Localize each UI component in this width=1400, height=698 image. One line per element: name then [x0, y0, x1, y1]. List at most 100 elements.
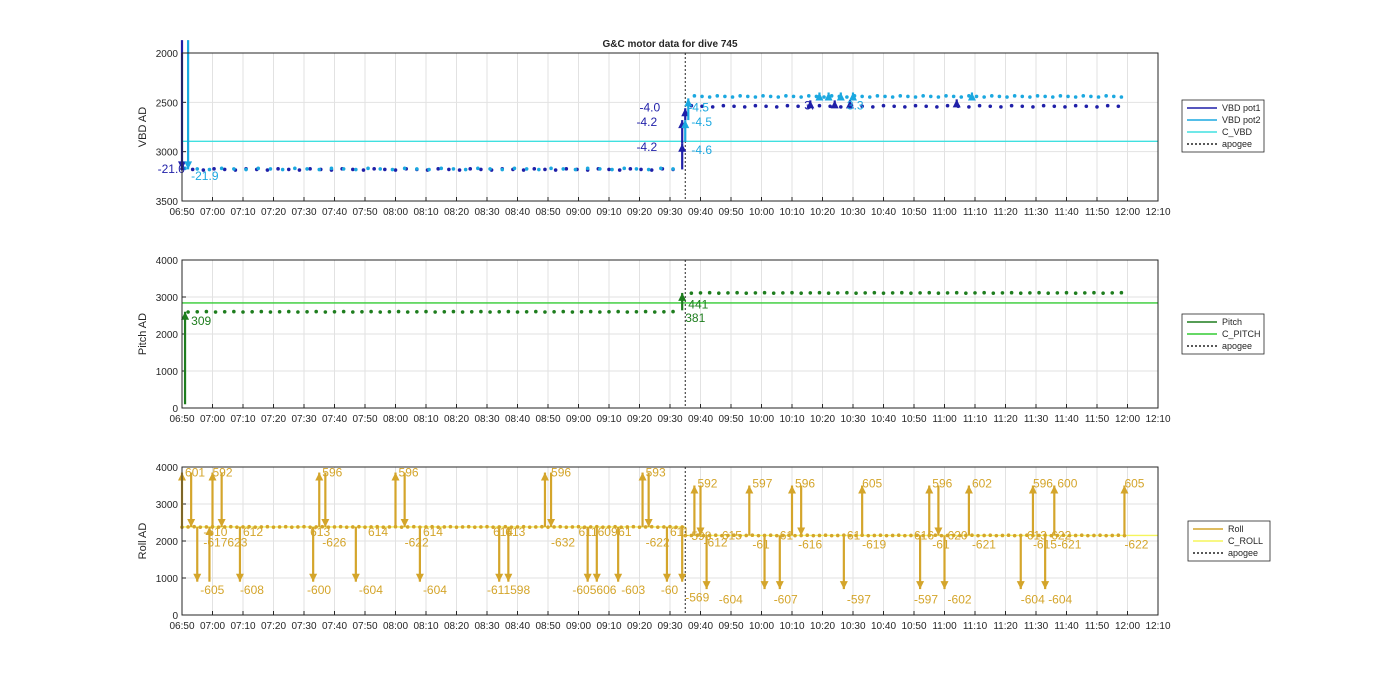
data-label: -603	[621, 583, 645, 597]
point-vbd-pot2	[822, 95, 826, 99]
point-vbd-pot1	[988, 104, 993, 109]
point-pitch	[1009, 290, 1014, 295]
point-vbd-pot2	[768, 94, 773, 99]
point-vbd-pot1	[1020, 104, 1025, 109]
x-tick-label: 11:50	[1085, 207, 1110, 218]
x-tick-label: 08:40	[505, 621, 530, 632]
point-pitch	[717, 291, 721, 295]
move-arrowhead	[391, 472, 400, 481]
point-pitch	[662, 310, 666, 314]
legend-label: apogee	[1222, 341, 1252, 351]
x-tick-label: 08:40	[505, 207, 530, 218]
point-pitch	[424, 309, 428, 314]
data-label: -615	[1033, 538, 1057, 552]
point-vbd-pot2	[305, 167, 309, 171]
point-roll	[662, 525, 666, 529]
x-tick-label: 10:40	[871, 621, 896, 632]
point-pitch	[1101, 291, 1105, 295]
point-vbd-pot1	[436, 167, 441, 171]
data-label: -4.5	[688, 100, 709, 114]
point-vbd-pot2	[860, 94, 864, 99]
x-tick-label: 11:30	[1024, 621, 1049, 632]
point-roll	[817, 533, 822, 538]
point-roll	[896, 533, 901, 538]
move-arrowhead	[504, 573, 513, 582]
point-pitch	[561, 309, 566, 314]
point-pitch	[259, 309, 264, 314]
move-arrowhead	[181, 311, 190, 320]
move-arrowhead	[644, 518, 653, 527]
y-axis-label: Roll AD	[137, 523, 149, 560]
x-tick-label: 08:00	[383, 621, 408, 632]
point-vbd-pot1	[742, 105, 747, 109]
point-vbd-pot1	[828, 104, 832, 109]
point-pitch	[570, 310, 575, 314]
point-roll	[823, 533, 828, 538]
point-pitch	[543, 310, 547, 314]
point-vbd-pot1	[977, 103, 982, 108]
point-vbd-pot2	[268, 167, 273, 171]
point-pitch	[607, 310, 611, 314]
point-roll	[957, 533, 962, 538]
point-pitch	[835, 291, 840, 295]
move-arrowhead	[797, 527, 806, 536]
x-tick-label: 09:50	[718, 621, 743, 632]
data-label: 613	[1027, 528, 1047, 542]
point-pitch	[506, 309, 511, 314]
point-vbd-pot2	[598, 167, 602, 171]
move-arrowhead	[967, 92, 976, 101]
x-tick-label: 10:40	[871, 414, 896, 425]
point-roll	[1110, 533, 1115, 538]
point-vbd-pot2	[944, 94, 948, 98]
point-vbd-pot1	[553, 168, 558, 172]
data-label: 614	[368, 525, 388, 539]
data-label: -4.2	[636, 140, 657, 154]
point-roll	[1098, 533, 1102, 538]
data-label: 615	[722, 528, 742, 542]
point-roll	[713, 533, 718, 538]
point-roll	[216, 525, 221, 529]
point-pitch	[268, 310, 273, 314]
point-vbd-pot2	[634, 167, 639, 171]
point-roll	[921, 533, 925, 538]
point-vbd-pot1	[564, 167, 569, 171]
data-label: 596	[795, 477, 815, 491]
point-vbd-pot2	[476, 166, 480, 171]
point-roll	[405, 525, 410, 529]
point-vbd-pot1	[532, 167, 537, 171]
y-tick-label: 2000	[156, 537, 179, 548]
point-vbd-pot2	[415, 167, 419, 171]
move-arrowhead	[745, 485, 754, 494]
point-vbd-pot2	[378, 167, 383, 171]
data-label: 596	[322, 466, 342, 480]
point-pitch	[579, 310, 584, 314]
point-vbd-pot1	[628, 167, 633, 171]
point-vbd-pot2	[366, 166, 370, 171]
legend-label: apogee	[1222, 139, 1252, 149]
x-tick-label: 07:30	[291, 207, 316, 218]
point-roll	[509, 525, 514, 529]
point-vbd-pot1	[1116, 104, 1121, 109]
x-tick-label: 10:00	[749, 414, 774, 425]
move-arrowhead	[934, 527, 943, 536]
y-tick-label: 2000	[156, 330, 179, 341]
point-roll	[625, 525, 630, 529]
x-tick-label: 09:20	[627, 621, 652, 632]
point-vbd-pot1	[913, 103, 918, 108]
point-vbd-pot1	[201, 168, 206, 172]
point-vbd-pot2	[967, 94, 971, 98]
move-arrowhead	[678, 143, 687, 152]
point-pitch	[753, 291, 758, 295]
point-vbd-pot2	[207, 167, 212, 172]
point-vbd-pot2	[659, 166, 663, 171]
move-arrowhead	[184, 161, 193, 170]
point-pitch	[360, 310, 364, 314]
point-vbd-pot2	[451, 167, 456, 171]
data-label: -600	[307, 583, 331, 597]
point-pitch	[1055, 291, 1060, 295]
x-tick-label: 07:40	[322, 414, 347, 425]
point-vbd-pot1	[383, 167, 387, 172]
x-tick-label: 12:10	[1145, 207, 1170, 218]
point-pitch	[771, 291, 776, 295]
move-arrowhead	[760, 581, 769, 590]
